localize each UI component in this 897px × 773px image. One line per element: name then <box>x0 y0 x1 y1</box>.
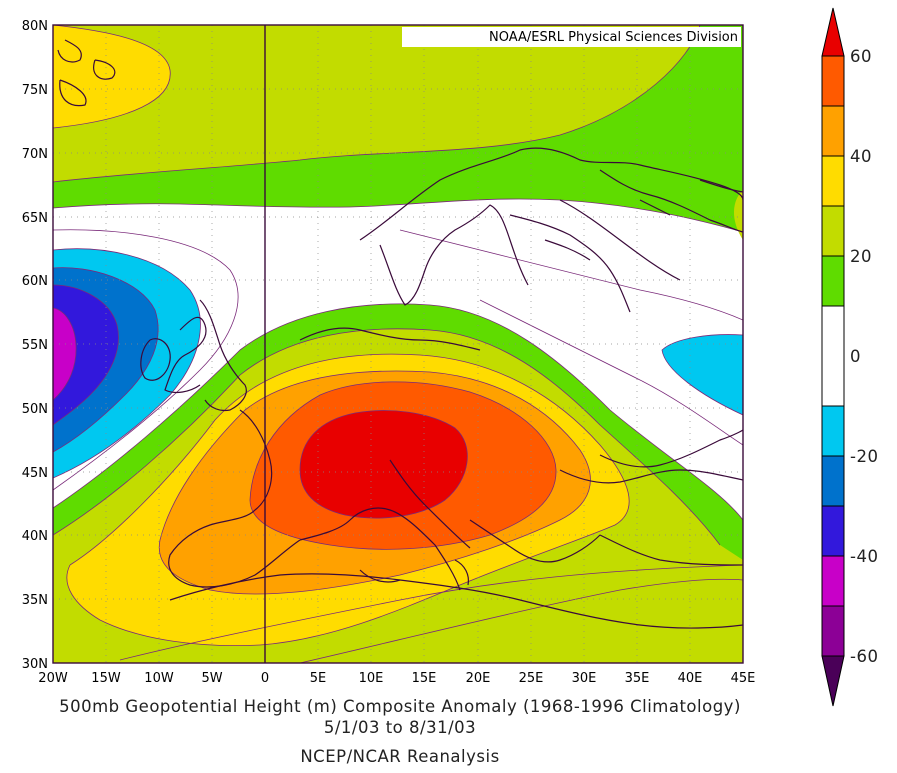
colorbar-bottom-arrow <box>821 655 845 707</box>
colorbar-segment <box>821 405 845 457</box>
map-frame <box>52 24 744 664</box>
band-red-core <box>300 410 468 519</box>
colorbar-segment <box>821 255 845 307</box>
lon-label: 20E <box>466 671 491 686</box>
colorbar-segment <box>821 205 845 257</box>
colorbar <box>821 7 845 707</box>
colorbar-segment <box>821 605 845 657</box>
blob-indigo-west <box>53 285 119 425</box>
latitude-labels: 80N 75N 70N 65N 60N 55N 50N 45N 40N 35N … <box>22 19 48 672</box>
graticule <box>53 25 743 663</box>
colorbar-label: 0 <box>850 347 861 366</box>
lon-label: 5E <box>310 671 327 686</box>
colorbar-label: -20 <box>850 447 878 466</box>
lon-label: 10E <box>359 671 384 686</box>
colorbar-segment <box>821 105 845 157</box>
map-plot-area <box>53 25 743 663</box>
lon-label: 0 <box>261 671 269 686</box>
lat-label: 80N <box>22 19 48 34</box>
blob-yellow-northwest <box>53 25 171 128</box>
lon-label: 40E <box>678 671 703 686</box>
blob-yellowgreen-east <box>733 190 743 240</box>
lon-label: 10W <box>144 671 174 686</box>
colorbar-top-arrow <box>821 7 845 57</box>
colorbar-segment <box>821 155 845 207</box>
lon-label: 15W <box>91 671 121 686</box>
lat-label: 60N <box>22 274 48 289</box>
lat-label: 40N <box>22 529 48 544</box>
lat-label: 65N <box>22 211 48 226</box>
lon-label: 35E <box>625 671 650 686</box>
colorbar-segment <box>821 505 845 557</box>
lat-label: 50N <box>22 402 48 417</box>
band-yellowgreen-north <box>53 25 700 182</box>
lon-label: 20W <box>38 671 68 686</box>
colorbar-label: 40 <box>850 147 872 166</box>
lon-label: 45E <box>731 671 756 686</box>
lat-label: 30N <box>22 657 48 672</box>
credit-label: NOAA/ESRL Physical Sciences Division <box>489 30 738 45</box>
caption-title: 500mb Geopotential Height (m) Composite … <box>59 697 741 716</box>
coastlines <box>57 39 743 629</box>
colorbar-labels: 60 40 20 0 -20 -40 -60 <box>850 47 878 666</box>
lon-label: 30E <box>572 671 597 686</box>
colorbar-segment <box>821 455 845 507</box>
caption-source: NCEP/NCAR Reanalysis <box>300 747 499 766</box>
lat-label: 75N <box>22 83 48 98</box>
blob-magenta-west <box>53 308 77 400</box>
colorbar-label: 20 <box>850 247 872 266</box>
credit-box <box>402 27 741 47</box>
blob-cyan-east <box>662 334 743 415</box>
colorbar-label: -40 <box>850 547 878 566</box>
lon-label: 5W <box>201 671 222 686</box>
colorbar-label: -60 <box>850 647 878 666</box>
lon-label: 15E <box>412 671 437 686</box>
colorbar-segment <box>821 305 845 407</box>
lat-label: 35N <box>22 593 48 608</box>
colorbar-segment <box>821 55 845 107</box>
colorbar-segment <box>821 555 845 607</box>
colorbar-label: 60 <box>850 47 872 66</box>
lat-label: 70N <box>22 147 48 162</box>
lon-label: 25E <box>519 671 544 686</box>
lat-label: 55N <box>22 338 48 353</box>
lat-label: 45N <box>22 466 48 481</box>
longitude-labels: 20W 15W 10W 5W 0 5E 10E 15E 20E 25E 30E … <box>38 671 755 686</box>
caption-dates: 5/1/03 to 8/31/03 <box>324 718 476 737</box>
